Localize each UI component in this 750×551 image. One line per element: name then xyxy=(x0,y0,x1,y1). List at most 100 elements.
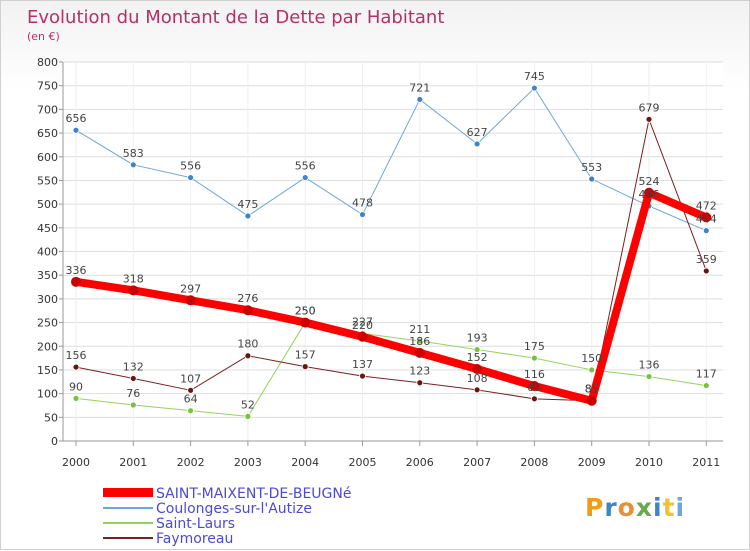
data-point xyxy=(129,161,137,169)
data-point xyxy=(357,331,368,342)
data-point xyxy=(702,267,710,275)
data-point xyxy=(129,401,137,409)
x-tick-label: 2011 xyxy=(692,456,720,469)
x-tick-label: 2004 xyxy=(291,456,319,469)
y-tick-label: 650 xyxy=(37,127,58,140)
chart-title: Evolution du Montant de la Dette par Hab… xyxy=(27,7,444,28)
y-tick-label: 0 xyxy=(51,435,58,448)
data-point xyxy=(702,227,710,235)
data-label: 745 xyxy=(524,70,545,83)
data-point xyxy=(644,187,654,198)
x-tick-label: 2005 xyxy=(349,456,377,469)
data-point xyxy=(529,381,540,392)
data-point xyxy=(531,84,538,92)
series-line xyxy=(75,87,707,232)
data-point xyxy=(187,386,195,394)
data-label: 180 xyxy=(237,338,258,351)
data-label: 627 xyxy=(467,126,488,139)
y-tick-label: 400 xyxy=(37,246,58,259)
data-label: 359 xyxy=(696,253,717,266)
data-point xyxy=(645,115,653,123)
data-label: 553 xyxy=(581,161,602,174)
data-label: 156 xyxy=(66,349,87,362)
data-label: 679 xyxy=(639,101,660,114)
data-point xyxy=(414,347,425,358)
data-label: 116 xyxy=(524,368,545,381)
data-label: 220 xyxy=(352,319,373,332)
data-label: 496 xyxy=(639,188,660,201)
x-tick-label: 2002 xyxy=(177,456,205,469)
data-label: 721 xyxy=(409,81,430,94)
data-point xyxy=(701,212,712,223)
y-tick-label: 450 xyxy=(37,222,58,235)
data-point xyxy=(416,96,424,103)
legend-label: Faymoreau xyxy=(156,531,233,547)
data-point xyxy=(244,412,252,420)
data-point xyxy=(301,174,309,181)
data-label: 89 xyxy=(527,381,541,394)
data-point xyxy=(71,276,81,287)
data-point xyxy=(359,211,366,218)
x-tick-label: 2010 xyxy=(635,456,663,469)
data-label: 583 xyxy=(123,147,144,160)
y-tick-label: 750 xyxy=(37,80,58,93)
data-point xyxy=(72,363,80,371)
x-tick-label: 2001 xyxy=(119,456,147,469)
data-point xyxy=(187,407,195,415)
data-point xyxy=(128,285,139,296)
data-label: 117 xyxy=(696,368,717,381)
x-tick-label: 2007 xyxy=(463,456,491,469)
data-label: 186 xyxy=(409,335,430,348)
data-point xyxy=(244,212,252,220)
data-label: 276 xyxy=(237,292,258,305)
data-label: 137 xyxy=(352,358,373,371)
data-point xyxy=(586,395,597,406)
data-label: 250 xyxy=(295,305,316,318)
data-label: 472 xyxy=(696,199,717,212)
data-label: 76 xyxy=(126,387,140,400)
data-point xyxy=(473,346,481,353)
data-point xyxy=(244,352,252,360)
data-label: 297 xyxy=(180,282,201,295)
data-label: 656 xyxy=(66,112,87,125)
data-point xyxy=(416,337,424,345)
data-point xyxy=(473,386,481,394)
data-label: 444 xyxy=(696,213,717,226)
y-tick-label: 200 xyxy=(37,340,58,353)
x-tick-label: 2006 xyxy=(406,456,434,469)
data-label: 123 xyxy=(409,365,430,378)
y-tick-label: 50 xyxy=(44,411,58,424)
data-point xyxy=(531,354,538,362)
data-label: 250 xyxy=(295,305,316,318)
x-tick-label: 2008 xyxy=(520,456,548,469)
data-label: 90 xyxy=(69,380,83,393)
x-tick-label: 2003 xyxy=(234,456,262,469)
y-tick-label: 800 xyxy=(37,56,58,69)
y-tick-label: 550 xyxy=(37,174,58,187)
y-tick-label: 250 xyxy=(37,317,58,330)
data-label: 556 xyxy=(295,160,316,173)
data-label: 108 xyxy=(467,372,488,385)
data-point xyxy=(531,395,538,403)
proxiti-logo: Proxiti xyxy=(585,493,686,522)
data-label: 85 xyxy=(585,383,599,396)
data-label: 175 xyxy=(524,340,545,353)
x-tick-label: 2009 xyxy=(578,456,606,469)
y-tick-label: 500 xyxy=(37,198,58,211)
data-label: 475 xyxy=(237,198,258,211)
legend-label: Saint-Laurs xyxy=(156,516,235,532)
y-tick-label: 100 xyxy=(37,388,58,401)
data-label: 132 xyxy=(123,360,144,373)
data-point xyxy=(129,375,137,382)
data-label: 64 xyxy=(184,393,198,406)
data-label: 52 xyxy=(241,398,255,411)
y-tick-label: 150 xyxy=(37,364,58,377)
data-point xyxy=(588,175,596,183)
legend-label: Coulonges-sur-l'Autize xyxy=(156,501,312,517)
data-point xyxy=(472,363,483,374)
data-label: 150 xyxy=(581,352,602,365)
data-label: 107 xyxy=(180,372,201,385)
data-point xyxy=(473,140,481,148)
data-label: 193 xyxy=(467,332,488,345)
